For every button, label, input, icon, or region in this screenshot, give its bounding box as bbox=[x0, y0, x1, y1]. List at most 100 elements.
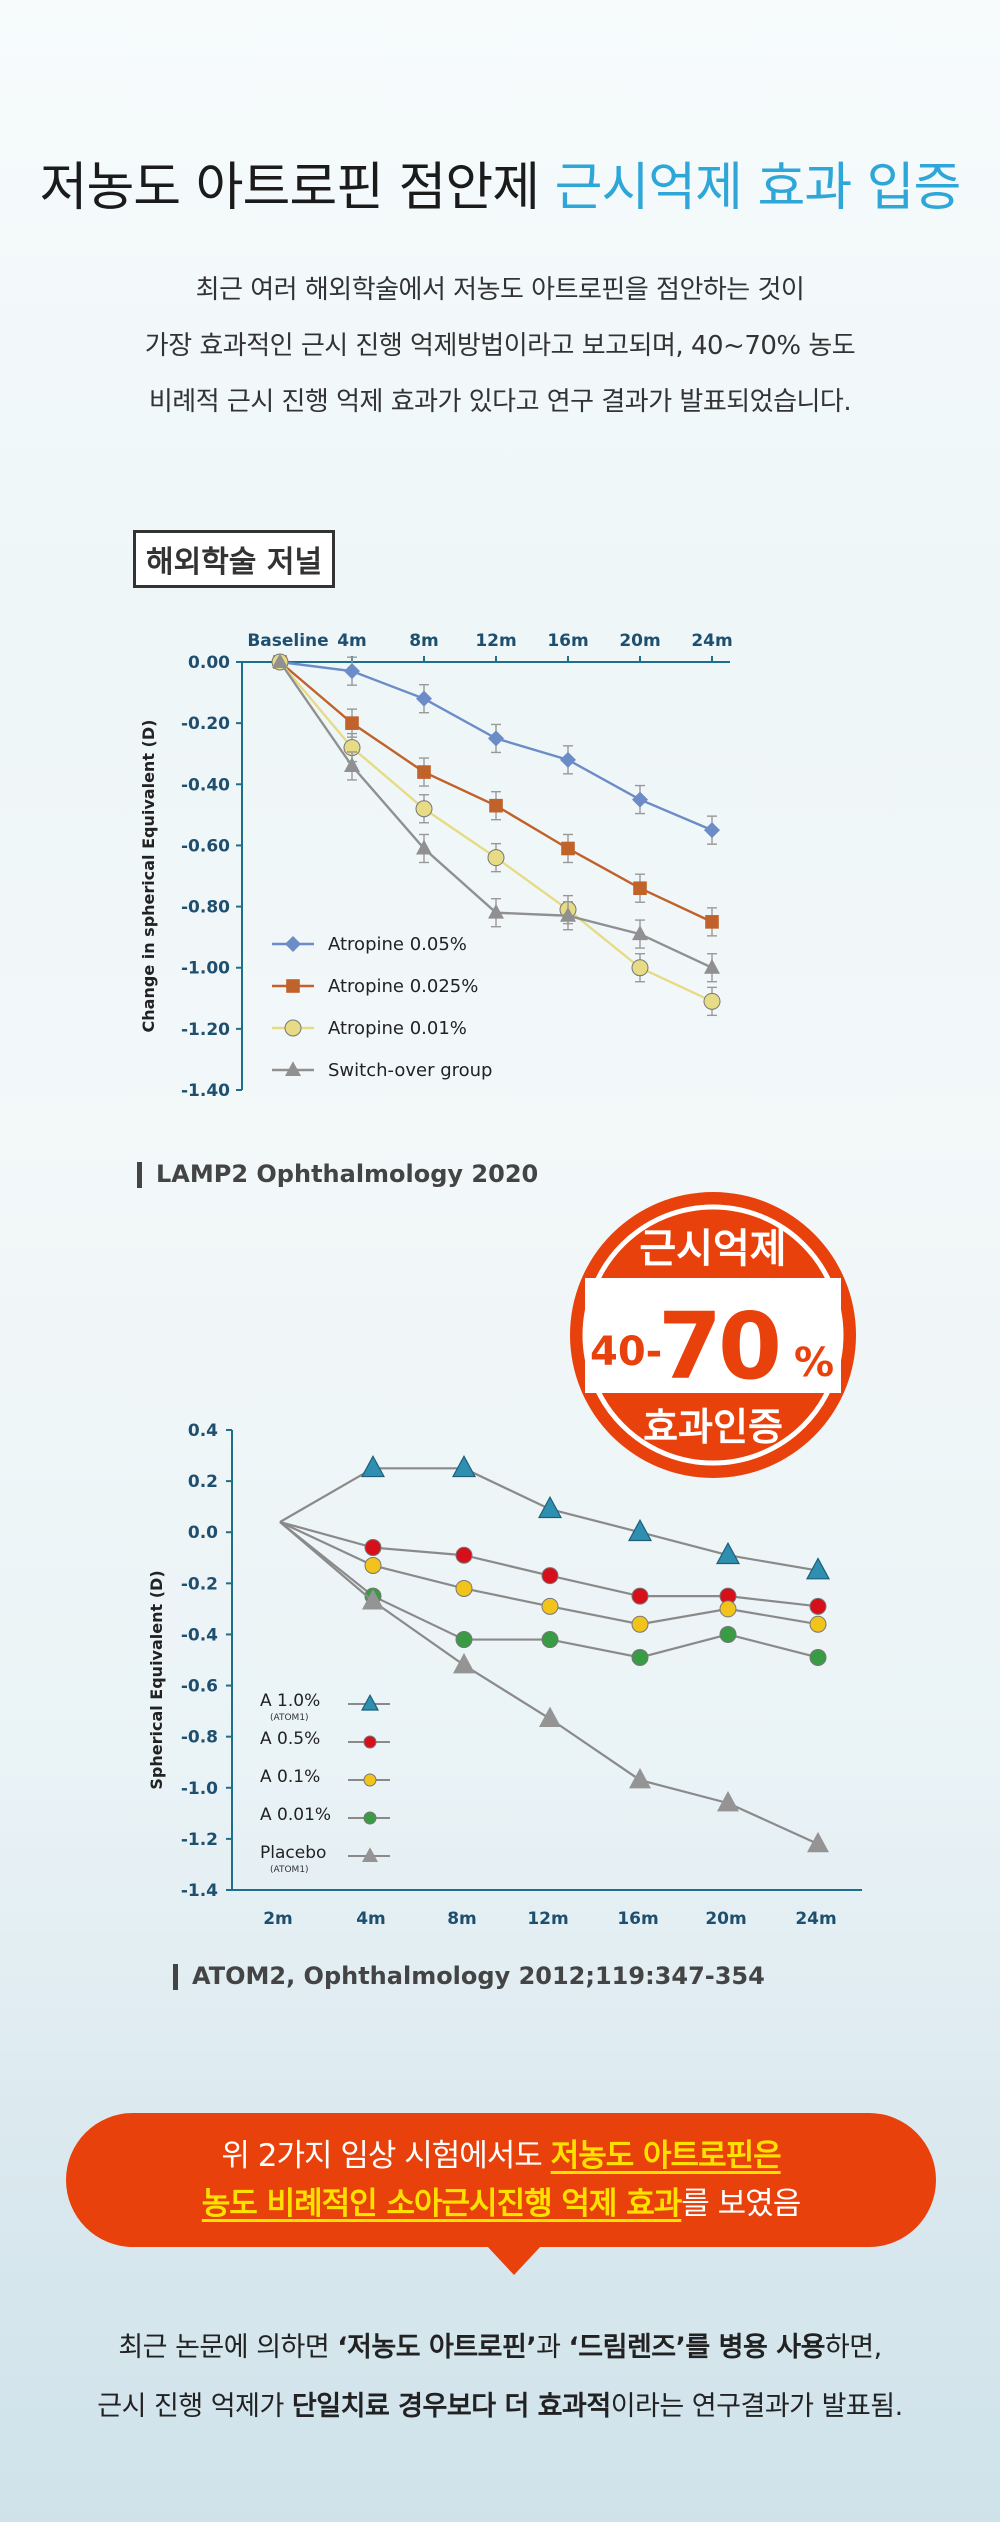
chart2-legend-label: Placebo bbox=[260, 1843, 326, 1863]
chart2-series-line bbox=[279, 1520, 819, 1608]
source-bar bbox=[137, 1162, 142, 1188]
chart1-point bbox=[272, 653, 288, 668]
bottom-l2-a: 근시 진행 억제가 bbox=[97, 2391, 292, 2422]
chart1-point bbox=[344, 663, 360, 680]
chart1-y-tick-label: -0.80 bbox=[181, 898, 230, 918]
chart2-y-tick-label: -0.6 bbox=[181, 1677, 218, 1697]
chart2-legend-label: A 0.01% bbox=[260, 1805, 331, 1825]
callout-bubble: 위 2가지 임상 시험에서도 저농도 아트로핀은 농도 비례적인 소아근시진행 … bbox=[66, 2113, 936, 2247]
stamp-badge: 근시억제 40- 70 % 효과인증 bbox=[570, 1192, 856, 1478]
chart2-legend-marker bbox=[363, 1773, 377, 1787]
chart1-y-tick-label: -0.40 bbox=[181, 775, 230, 795]
chart2-y-tick-label: -1.0 bbox=[181, 1779, 218, 1799]
source-lamp2: LAMP2 Ophthalmology 2020 bbox=[137, 1160, 538, 1188]
chart2-x-tick-label: 24m bbox=[795, 1909, 836, 1929]
chart1-point bbox=[488, 903, 504, 919]
chart2-x-tick-label: 16m bbox=[617, 1909, 658, 1929]
intro-line-2: 가장 효과적인 근시 진행 억제방법이라고 보고되며, 40~70% 농도 bbox=[144, 331, 856, 361]
bottom-l2-c: 이라는 연구결과가 발표됨. bbox=[610, 2391, 904, 2422]
bottom-l1-a: 최근 논문에 의하면 bbox=[118, 2332, 338, 2363]
chart2-point bbox=[719, 1600, 737, 1618]
chart1-point bbox=[705, 915, 719, 929]
chart2-point bbox=[455, 1631, 473, 1649]
stamp-band bbox=[585, 1278, 841, 1393]
chart2-legend-marker bbox=[362, 1847, 378, 1862]
chart2-series-2 bbox=[279, 1521, 827, 1633]
stamp-bottom-text: 효과인증 bbox=[643, 1405, 783, 1449]
chart1-legend-label: Atropine 0.05% bbox=[328, 934, 467, 955]
title-part2: 근시억제 효과 입증 bbox=[554, 158, 962, 218]
chart1-y-tick-label: -0.60 bbox=[181, 836, 230, 856]
chart2-y-tick-label: 0.2 bbox=[188, 1472, 218, 1492]
chart2-point bbox=[809, 1597, 827, 1615]
chart2-x-tick-label: 4m bbox=[356, 1909, 386, 1929]
stamp-prefix: 40- bbox=[590, 1329, 662, 1375]
chart1-point bbox=[560, 906, 576, 922]
chart2-series-line bbox=[279, 1467, 819, 1572]
chart1-series-2 bbox=[271, 653, 721, 1017]
source-atom2: ATOM2, Ophthalmology 2012;119:347-354 bbox=[173, 1962, 765, 1990]
chart1-point bbox=[631, 959, 649, 977]
chart2-point bbox=[715, 1541, 741, 1565]
section-label: 해외학술 저널 bbox=[133, 530, 336, 588]
chart2-point bbox=[360, 1454, 386, 1478]
chart2-point bbox=[717, 1791, 739, 1812]
stamp-percent: % bbox=[794, 1340, 834, 1386]
chart1-x-tick-label: 8m bbox=[409, 631, 439, 651]
chart1-y-tick-label: -1.40 bbox=[181, 1081, 230, 1101]
chart2-x-tick-label: 8m bbox=[447, 1909, 477, 1929]
chart1-legend-marker bbox=[285, 1061, 301, 1076]
intro-text: 최근 여러 해외학술에서 저농도 아트로핀을 점안하는 것이 가장 효과적인 근… bbox=[0, 262, 1000, 430]
chart2-x-tick-label: 20m bbox=[705, 1909, 746, 1929]
chart1-x-tick-label: 4m bbox=[337, 631, 367, 651]
chart-atom2: 0.4 0.2 0.0 -0.2 -0.4 -0.6 -0.8 -1.0 -1.2 -1.4 2m 4… bbox=[147, 1421, 862, 1929]
chart2-point bbox=[807, 1831, 829, 1853]
chart1-point bbox=[704, 822, 720, 839]
chart2-point bbox=[364, 1539, 382, 1557]
chart1-y-tick-label: -1.00 bbox=[181, 959, 230, 979]
chart2-point bbox=[541, 1597, 559, 1615]
chart2-point bbox=[362, 1589, 384, 1610]
chart2-legend-marker bbox=[360, 1693, 380, 1711]
chart1-legend-label: Atropine 0.025% bbox=[328, 976, 478, 997]
callout-line1-pre: 위 2가지 임상 시험에서도 bbox=[221, 2138, 551, 2174]
chart1-series-3 bbox=[272, 653, 720, 983]
chart2-y-tick-label: -0.2 bbox=[181, 1574, 218, 1594]
chart2-point bbox=[805, 1557, 831, 1580]
chart2-series-1 bbox=[279, 1520, 827, 1615]
chart2-point bbox=[453, 1653, 475, 1674]
bottom-text: 최근 논문에 의하면 ‘저농도 아트로핀’과 ‘드림렌즈’를 병용 사용하면, … bbox=[0, 2318, 1000, 2436]
chart2-point bbox=[809, 1615, 827, 1633]
chart1-x-tick-label: 16m bbox=[547, 631, 588, 651]
chart1-point bbox=[416, 839, 432, 855]
chart2-point bbox=[631, 1615, 649, 1633]
chart2-legend-marker bbox=[363, 1735, 377, 1749]
chart2-point bbox=[631, 1587, 649, 1605]
chart2-legend-note: (ATOM1) bbox=[270, 1865, 309, 1875]
chart2-point bbox=[541, 1631, 559, 1649]
chart2-legend-label: A 1.0% bbox=[260, 1691, 320, 1711]
stamp-big-number: 70 bbox=[658, 1293, 778, 1400]
chart1-point bbox=[560, 751, 576, 768]
bottom-l1-e: 하면, bbox=[824, 2332, 882, 2363]
chart1-point bbox=[633, 881, 647, 896]
chart1-point bbox=[415, 800, 433, 818]
chart2-point bbox=[629, 1768, 651, 1789]
chart2-legend-marker bbox=[363, 1811, 377, 1825]
chart1-point bbox=[632, 925, 648, 941]
chart2-y-label: Spherical Equivalent (D) bbox=[147, 1570, 166, 1789]
chart2-x-tick-label: 2m bbox=[263, 1909, 293, 1929]
chart1-y-tick-label: -1.20 bbox=[181, 1020, 230, 1040]
chart2-point bbox=[455, 1579, 473, 1597]
chart1-point bbox=[561, 841, 575, 856]
bottom-l1-b: ‘저농도 아트로핀’ bbox=[337, 2332, 537, 2363]
chart2-x-tick-label: 12m bbox=[527, 1909, 568, 1929]
chart2-y-tick-label: -1.2 bbox=[181, 1830, 218, 1850]
chart2-legend-note: (ATOM1) bbox=[270, 1713, 309, 1723]
chart2-series-4 bbox=[279, 1521, 829, 1853]
chart1-legend-label: Switch-over group bbox=[328, 1060, 492, 1081]
chart1-legend-marker bbox=[285, 936, 301, 952]
chart1-series-1 bbox=[273, 655, 719, 937]
callout-tail bbox=[486, 2245, 542, 2275]
chart1-legend-marker bbox=[284, 1019, 302, 1037]
